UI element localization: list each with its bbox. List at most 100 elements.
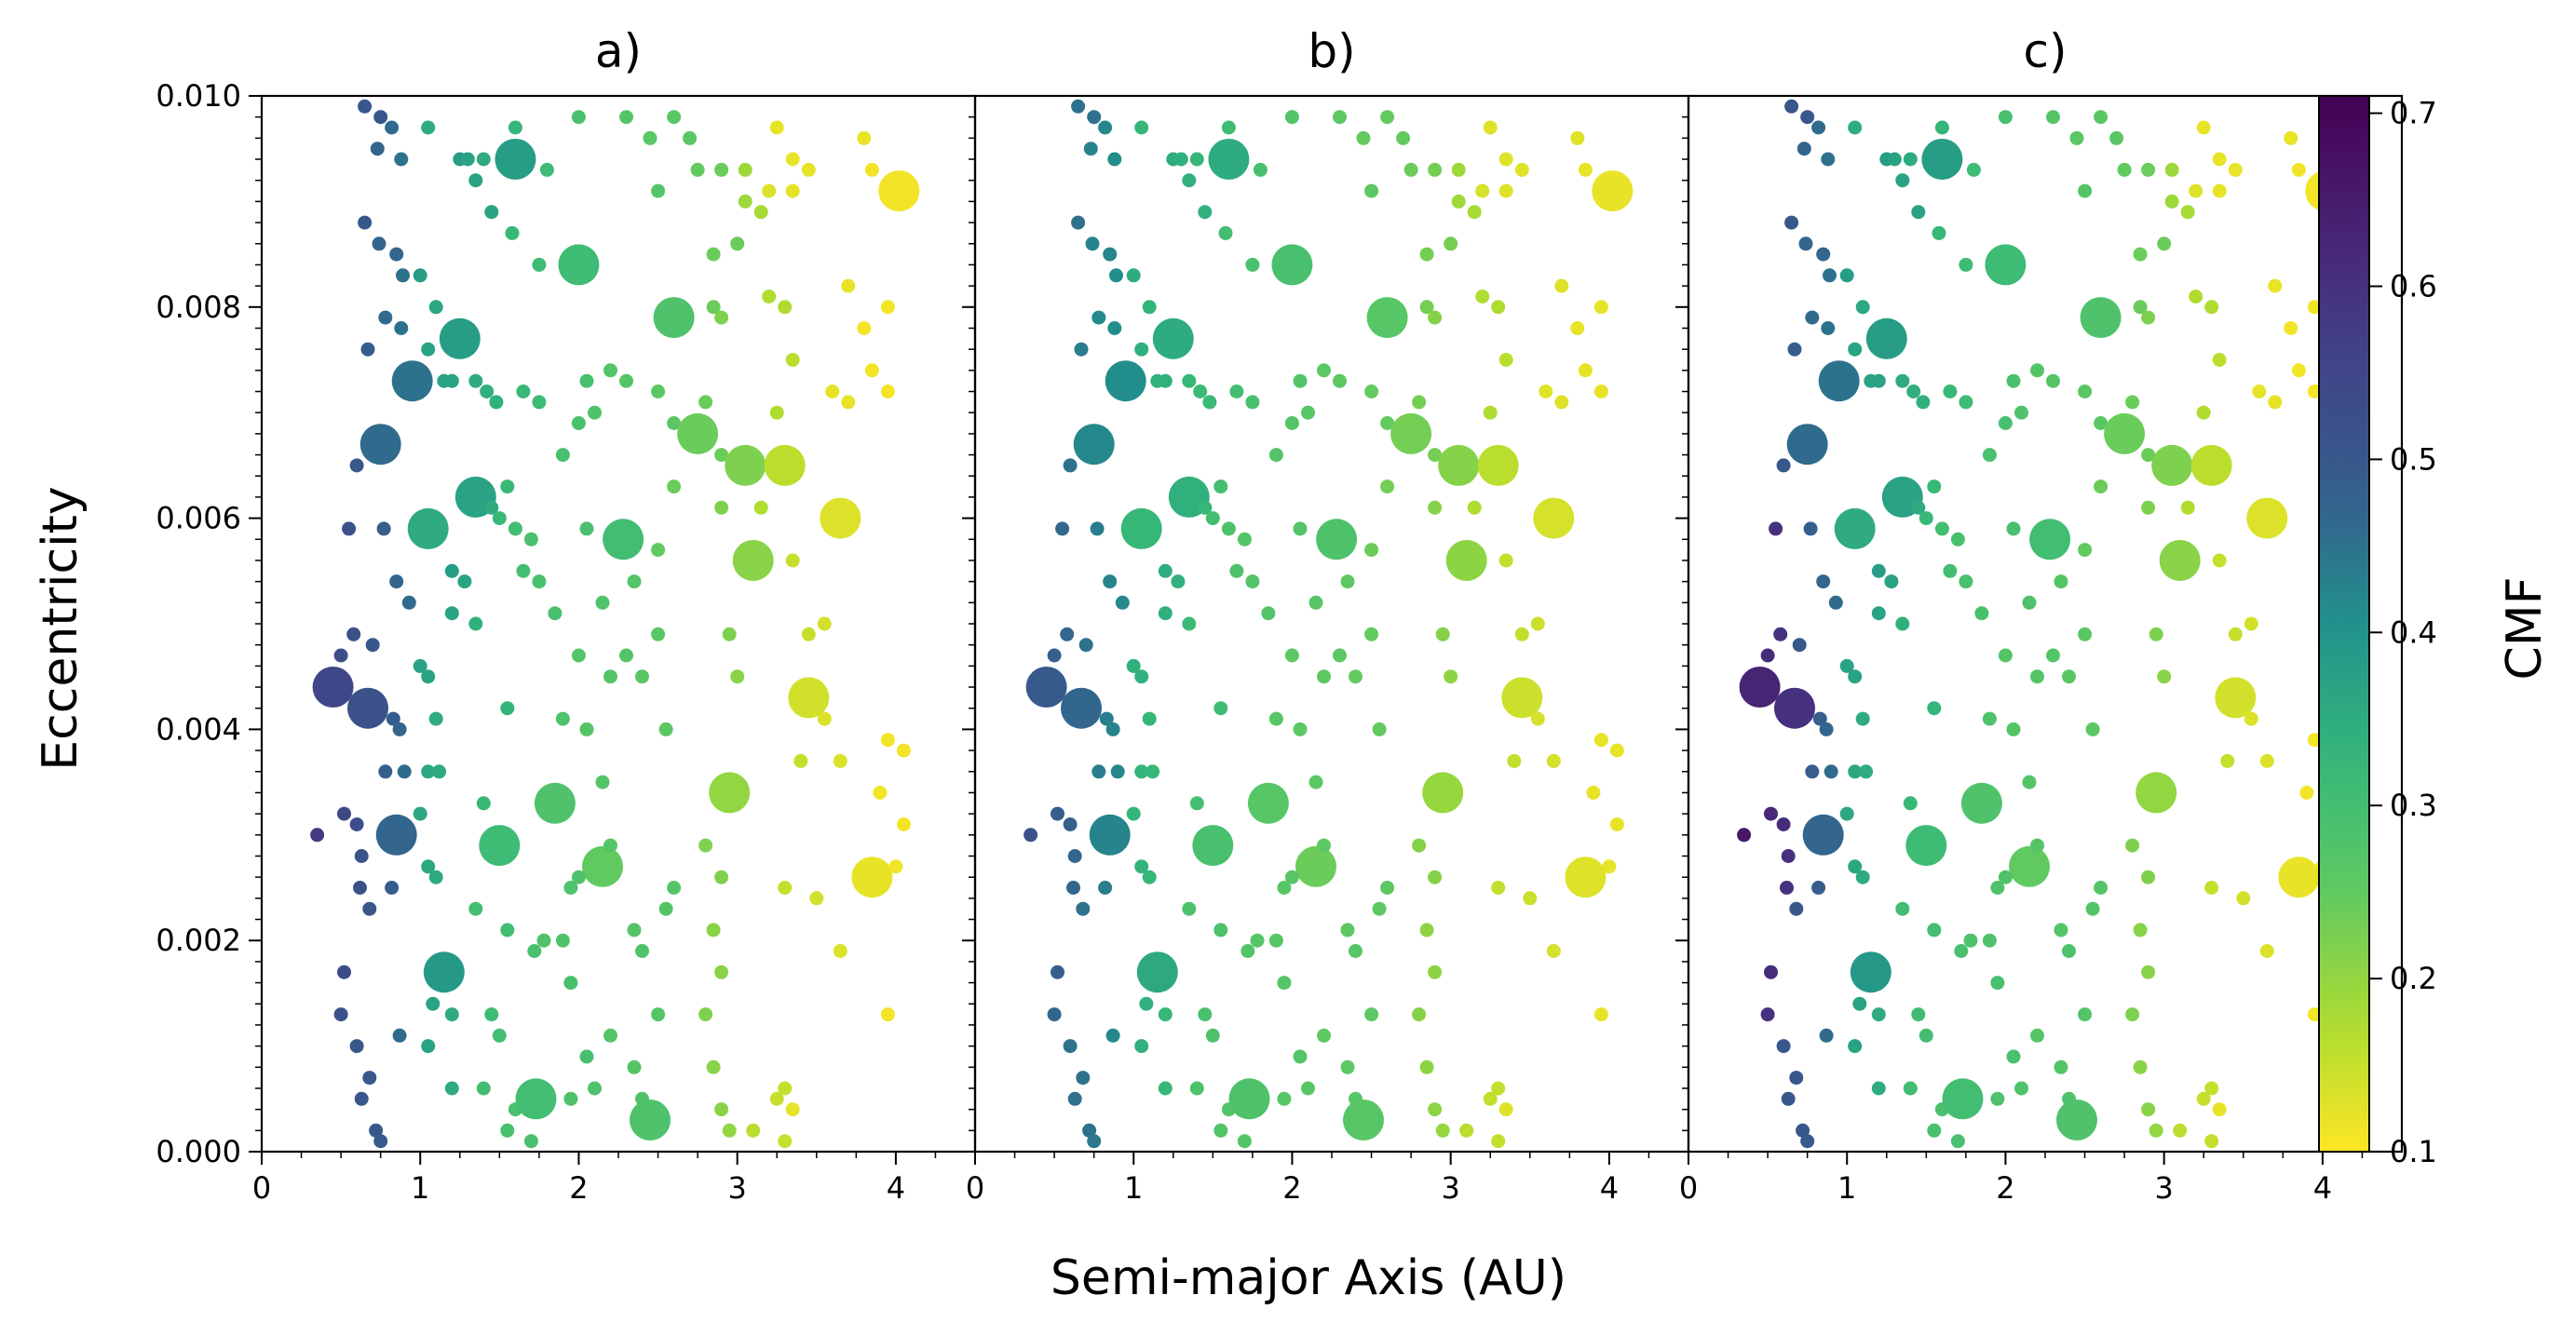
data-point: [2149, 627, 2163, 641]
data-point: [2212, 1102, 2227, 1117]
data-point: [1792, 638, 1807, 653]
plot-frame: [973, 94, 1690, 1154]
panel-title: c): [2024, 24, 2068, 78]
data-point: [1911, 1007, 1926, 1022]
panel-c: c) 0 1 2 3 4: [1675, 24, 2404, 1206]
y-tick-label: 0.002: [156, 923, 241, 958]
data-point: [1451, 162, 1466, 177]
data-point: [896, 743, 911, 758]
data-point: [2291, 363, 2306, 378]
data-point: [1158, 606, 1173, 621]
data-point: [1024, 828, 1038, 843]
data-point: [439, 317, 481, 359]
data-point: [2212, 553, 2227, 568]
data-point: [683, 130, 698, 145]
data-point: [1198, 1007, 1213, 1022]
data-point: [2109, 130, 2124, 145]
data-point: [1247, 782, 1289, 824]
y-tick-label: 0.000: [156, 1134, 241, 1169]
data-point: [1317, 363, 1331, 378]
data-point: [1189, 152, 1204, 167]
data-point: [1444, 669, 1458, 684]
data-point: [888, 859, 903, 874]
data-point: [1317, 1028, 1331, 1043]
colorbar-gradient: [2318, 95, 2370, 1153]
data-point: [460, 152, 475, 167]
data-point: [635, 669, 649, 684]
data-point: [1380, 110, 1395, 125]
data-point: [1261, 606, 1276, 621]
data-point: [428, 300, 443, 315]
data-point: [480, 385, 495, 398]
data-point: [1134, 120, 1149, 135]
scatter-panels: a) 0 1 2 3 4 0.000 0.002 0.004 0.006 0.008 0.010 b) 0…: [156, 24, 2404, 1206]
x-tick-label: 4: [2313, 1170, 2332, 1206]
data-point: [421, 764, 436, 779]
data-point: [1067, 849, 1082, 863]
data-point: [817, 711, 832, 726]
data-point: [635, 944, 649, 958]
data-point: [373, 1134, 388, 1149]
x-axis-label: Semi-major Axis (AU): [1051, 1250, 1566, 1306]
data-point: [1295, 845, 1336, 887]
data-point: [2046, 648, 2060, 663]
data-point: [2014, 405, 2028, 420]
data-point: [1110, 764, 1125, 779]
data-point: [389, 247, 404, 262]
data-point: [372, 236, 386, 251]
data-point: [1293, 373, 1308, 388]
data-point: [1565, 857, 1607, 898]
data-point: [413, 658, 427, 673]
data-point: [651, 1007, 666, 1022]
data-point: [1142, 711, 1157, 726]
data-point: [423, 951, 465, 993]
data-point: [1812, 711, 1827, 726]
data-point: [1852, 996, 1867, 1011]
data-point: [555, 448, 570, 463]
data-point: [1237, 1134, 1252, 1149]
data-point: [698, 838, 713, 853]
data-point: [1593, 385, 1608, 398]
data-point: [1871, 1081, 1886, 1096]
data-point: [630, 1100, 671, 1140]
data-point: [1213, 923, 1228, 938]
data-point: [1839, 806, 1854, 821]
data-point: [426, 996, 441, 1011]
data-point: [1139, 996, 1154, 1011]
data-point: [389, 574, 404, 589]
data-point: [2030, 838, 2044, 853]
data-point: [1959, 574, 1973, 589]
data-point: [516, 385, 531, 398]
data-point: [1173, 152, 1188, 167]
data-point: [1821, 152, 1836, 167]
data-point: [2204, 881, 2219, 895]
data-point: [1805, 764, 1820, 779]
data-point: [2164, 194, 2179, 209]
data-point: [1982, 933, 1997, 948]
data-point: [1776, 1039, 1791, 1054]
data-point: [2056, 1100, 2097, 1140]
data-point: [778, 1081, 793, 1096]
data-point: [2259, 753, 2274, 768]
data-point: [1475, 290, 1490, 304]
data-point: [603, 363, 617, 378]
data-point: [1134, 1039, 1149, 1054]
data-point: [2006, 373, 2021, 388]
data-point: [484, 500, 499, 515]
data-point: [1268, 933, 1283, 948]
data-point: [362, 1071, 377, 1086]
data-point: [1760, 648, 1775, 663]
data-point: [2062, 669, 2076, 684]
data-point: [1927, 1123, 1942, 1138]
data-point: [841, 278, 856, 293]
data-point: [1380, 416, 1395, 430]
data-point: [1848, 859, 1863, 874]
data-point: [1784, 215, 1799, 230]
data-point: [1865, 317, 1907, 359]
x-tick-label: 1: [411, 1170, 429, 1206]
data-point: [1514, 162, 1529, 177]
data-point: [2252, 385, 2267, 398]
data-point: [1773, 627, 1788, 641]
data-point: [643, 130, 658, 145]
data-point: [1091, 310, 1106, 325]
